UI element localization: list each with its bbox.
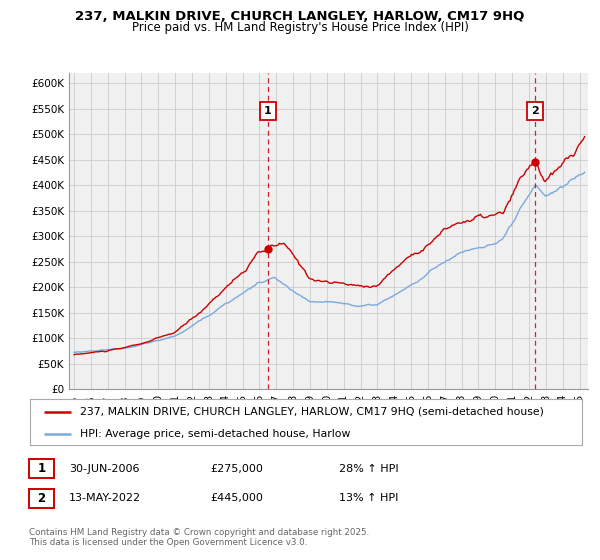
Text: Contains HM Land Registry data © Crown copyright and database right 2025.
This d: Contains HM Land Registry data © Crown c…: [29, 528, 369, 547]
Text: £445,000: £445,000: [210, 493, 263, 503]
Text: 2: 2: [37, 492, 46, 505]
Text: 2: 2: [532, 106, 539, 116]
Text: HPI: Average price, semi-detached house, Harlow: HPI: Average price, semi-detached house,…: [80, 429, 350, 438]
Text: 28% ↑ HPI: 28% ↑ HPI: [339, 464, 398, 474]
Text: 30-JUN-2006: 30-JUN-2006: [69, 464, 139, 474]
Text: 13-MAY-2022: 13-MAY-2022: [69, 493, 141, 503]
Text: 237, MALKIN DRIVE, CHURCH LANGLEY, HARLOW, CM17 9HQ (semi-detached house): 237, MALKIN DRIVE, CHURCH LANGLEY, HARLO…: [80, 407, 544, 417]
Text: 1: 1: [37, 462, 46, 475]
Text: 1: 1: [264, 106, 272, 116]
Text: 237, MALKIN DRIVE, CHURCH LANGLEY, HARLOW, CM17 9HQ: 237, MALKIN DRIVE, CHURCH LANGLEY, HARLO…: [76, 10, 524, 23]
Text: Price paid vs. HM Land Registry's House Price Index (HPI): Price paid vs. HM Land Registry's House …: [131, 21, 469, 34]
Text: £275,000: £275,000: [210, 464, 263, 474]
Text: 13% ↑ HPI: 13% ↑ HPI: [339, 493, 398, 503]
